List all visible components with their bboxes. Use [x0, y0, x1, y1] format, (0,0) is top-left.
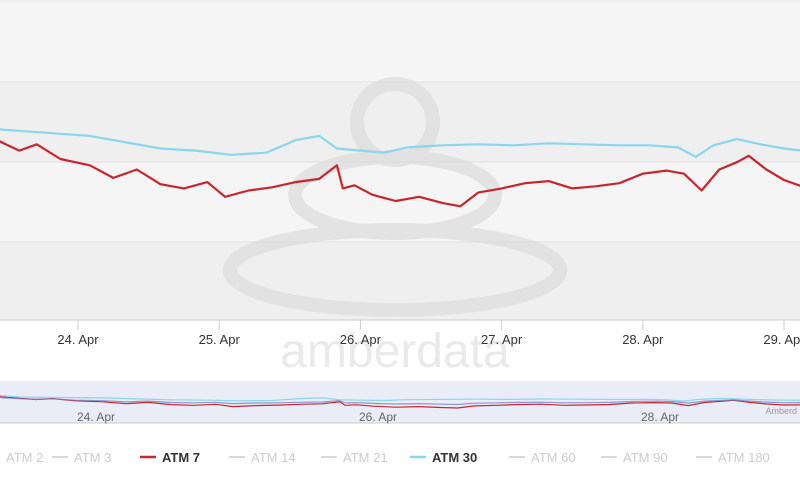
legend-item-atm-180[interactable]: ATM 180 — [696, 450, 770, 465]
navigator-axis: 24. Apr 26. Apr 28. Apr — [77, 410, 679, 424]
x-tick-label: 29. Apr — [763, 332, 800, 347]
navigator-line-atm-30 — [0, 395, 800, 402]
legend-label: ATM 2 — [6, 450, 43, 465]
series-layer — [0, 75, 800, 208]
navigator-tick-label: 24. Apr — [77, 410, 115, 424]
legend-item-atm-7[interactable]: ATM 7 — [140, 450, 200, 465]
legend-item-atm-14[interactable]: ATM 14 — [229, 450, 296, 465]
x-tick-label: 25. Apr — [199, 332, 241, 347]
legend-label: ATM 7 — [162, 450, 200, 465]
x-tick-label: 24. Apr — [57, 332, 99, 347]
series-line-atm-30[interactable] — [0, 86, 800, 158]
navigator-tick-label: 26. Apr — [359, 410, 397, 424]
x-axis: 24. Apr 25. Apr 26. Apr 27. Apr 28. Apr 29. A… — [57, 320, 800, 347]
navigator-series — [0, 395, 800, 409]
legend-label: ATM 180 — [718, 450, 770, 465]
watermark-text: amberdata — [280, 325, 510, 378]
x-tick-label: 27. Apr — [481, 332, 523, 347]
legend-label: ATM 30 — [432, 450, 477, 465]
legend-label: ATM 90 — [623, 450, 668, 465]
navigator-line-composite — [0, 396, 800, 406]
legend-label: ATM 14 — [251, 450, 296, 465]
legend-item-atm-90[interactable]: ATM 90 — [601, 450, 668, 465]
navigator-line-atm-7 — [0, 395, 800, 409]
legend-label: ATM 21 — [343, 450, 388, 465]
navigator[interactable]: 24. Apr 26. Apr 28. Apr — [0, 381, 800, 424]
amberdata-logo-icon — [223, 77, 567, 317]
legend-item-atm-2[interactable]: ATM 2 — [0, 450, 43, 465]
legend-item-atm-21[interactable]: ATM 21 — [321, 450, 388, 465]
legend-item-atm-3[interactable]: ATM 3 — [52, 450, 111, 465]
x-tick-label: 26. Apr — [340, 332, 382, 347]
credits: Amberd — [765, 406, 797, 416]
legend: ATM 2 ATM 3 ATM 7 ATM 14 ATM 21 ATM 30 ATM 60 A… — [0, 450, 770, 465]
legend-item-atm-60[interactable]: ATM 60 — [509, 450, 576, 465]
legend-label: ATM 60 — [531, 450, 576, 465]
series-line-atm-7[interactable] — [0, 75, 800, 208]
navigator-tick-label: 28. Apr — [641, 410, 679, 424]
legend-label: ATM 3 — [74, 450, 111, 465]
legend-item-atm-30[interactable]: ATM 30 — [410, 450, 477, 465]
x-tick-label: 28. Apr — [622, 332, 664, 347]
